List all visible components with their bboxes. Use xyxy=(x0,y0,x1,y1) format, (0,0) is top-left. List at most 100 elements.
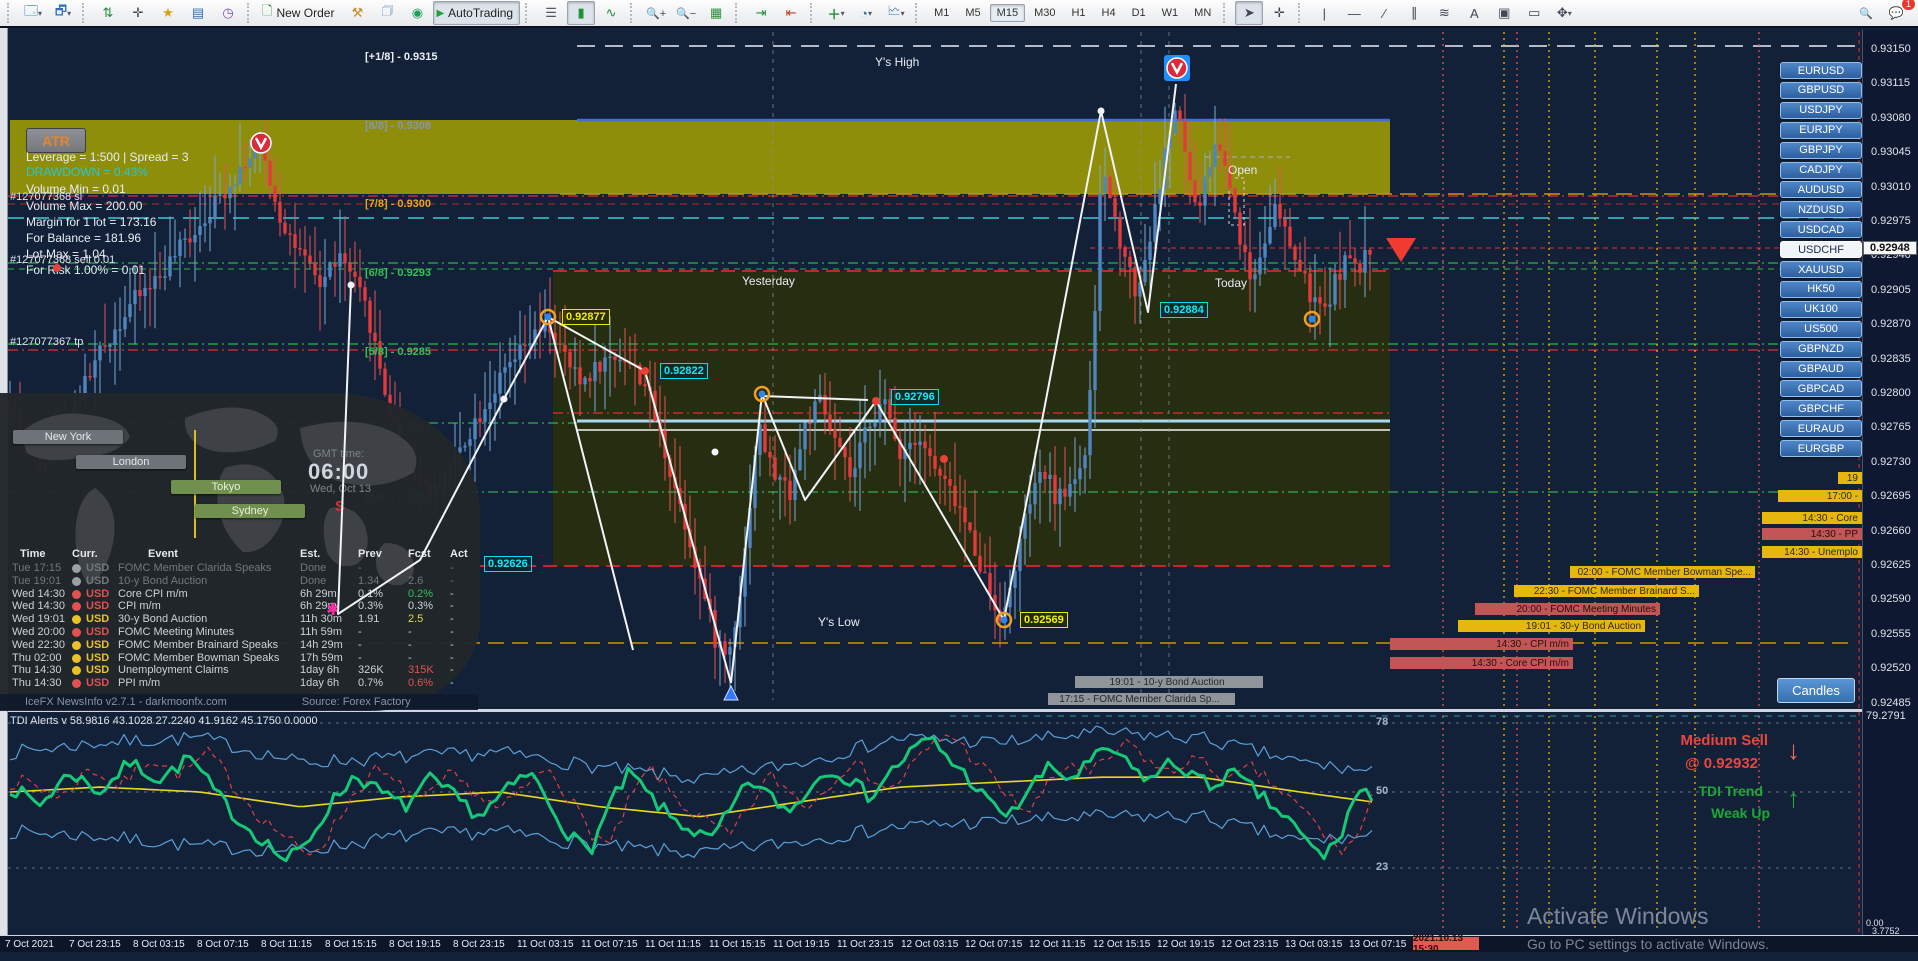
channel-tool[interactable]: ∥ xyxy=(1400,1,1428,25)
symbol-button-eurgbp[interactable]: EURGBP xyxy=(1780,440,1862,458)
bar-chart-button[interactable]: ☰ xyxy=(537,1,565,25)
symbol-button-uk100[interactable]: UK100 xyxy=(1780,300,1862,318)
vertical-line-tool[interactable]: | xyxy=(1310,1,1338,25)
toolbar-grip[interactable] xyxy=(525,3,532,23)
timeframe-m1[interactable]: M1 xyxy=(934,7,950,19)
impact-dot-gray xyxy=(72,576,81,586)
news-row[interactable]: Wed 22:30 USD FOMC Member Brainard Speaks 1… xyxy=(0,639,478,651)
news-row[interactable]: Tue 17:15 USD FOMC Member Clarida Speaks Do… xyxy=(0,562,478,574)
strategy-tester-button[interactable]: ◷ xyxy=(214,1,242,25)
timeframe-m15[interactable]: M15 xyxy=(989,4,1026,22)
zoom-out-button[interactable]: 🔍− xyxy=(672,1,700,25)
atr-button[interactable]: ATR xyxy=(26,128,86,153)
periods-button[interactable]: ◔ ▾ xyxy=(852,1,880,25)
timeframe-h1[interactable]: H1 xyxy=(1071,7,1086,19)
timeframe-d1[interactable]: D1 xyxy=(1131,7,1146,19)
symbol-button-nzdusd[interactable]: NZDUSD xyxy=(1780,201,1862,219)
news-row[interactable]: Wed 14:30 USD Core CPI m/m 6h 29m 0.1% 0.2% - xyxy=(0,588,478,600)
toolbar-grip[interactable] xyxy=(915,3,922,23)
symbol-button-usdcad[interactable]: USDCAD xyxy=(1780,221,1862,239)
fibonacci-tool[interactable]: ≋ xyxy=(1430,1,1458,25)
arrows-tool[interactable]: ✥ ▾ xyxy=(1550,1,1578,25)
new-order-button[interactable]: 🗋 New Order xyxy=(259,1,341,25)
autotrading-button[interactable]: ▶ AutoTrading xyxy=(433,1,521,25)
toolbar-grip[interactable] xyxy=(1223,3,1230,23)
indicators-button[interactable]: ＋ ▾ xyxy=(822,1,850,25)
market-watch-button[interactable]: ⇅ xyxy=(94,1,122,25)
symbol-button-gbpchf[interactable]: GBPCHF xyxy=(1780,400,1862,418)
cursor-tool-button[interactable]: ➤ xyxy=(1235,1,1264,25)
zoom-in-button[interactable]: 🔍+ xyxy=(642,1,670,25)
new-chart-button[interactable]: 🗔 ▾ xyxy=(19,1,47,25)
toolbar-grip[interactable] xyxy=(1298,3,1305,23)
symbol-button-euraud[interactable]: EURAUD xyxy=(1780,420,1862,438)
chart-shift-button[interactable]: ⇤ xyxy=(777,1,805,25)
templates-button[interactable]: 🗠 ▾ xyxy=(882,1,910,25)
toolbar-grip[interactable] xyxy=(630,3,637,23)
horizontal-line-tool[interactable]: — xyxy=(1340,1,1368,25)
timeframe-h4[interactable]: H4 xyxy=(1101,7,1116,19)
timeframe-m30[interactable]: M30 xyxy=(1034,7,1056,19)
toolbar-grip[interactable] xyxy=(810,3,817,23)
time-axis-label: 12 Oct 15:15 xyxy=(1093,939,1151,950)
text-tool[interactable]: A xyxy=(1460,1,1488,25)
symbol-button-eurjpy[interactable]: EURJPY xyxy=(1780,121,1862,139)
symbol-button-gbpcad[interactable]: GBPCAD xyxy=(1780,380,1862,398)
depth-of-market-button[interactable]: 🗇 xyxy=(373,1,401,25)
time-axis-label: 11 Oct 07:15 xyxy=(581,939,638,950)
toolbar-grip[interactable] xyxy=(735,3,742,23)
news-cell: - xyxy=(408,651,412,664)
news-banner: 19:01 - 30-y Bond Auction xyxy=(1458,620,1645,632)
data-window-button[interactable]: ✛ xyxy=(124,1,152,25)
line-chart-button[interactable]: ∿ xyxy=(597,1,625,25)
timeframe-mn[interactable]: MN xyxy=(1194,7,1212,19)
news-row[interactable]: Wed 19:01 USD 30-y Bond Auction 11h 30m 1.91… xyxy=(0,613,478,625)
time-axis-label: 7 Oct 2021 xyxy=(5,939,54,950)
search-button[interactable]: 🔍 xyxy=(1852,1,1880,25)
timeframe-w1[interactable]: W1 xyxy=(1161,7,1179,19)
symbol-button-cadjpy[interactable]: CADJPY xyxy=(1780,161,1862,179)
profiles-button[interactable]: 🗗 ▾ xyxy=(49,1,77,25)
candlestick-chart-button[interactable]: ▮ xyxy=(567,1,596,25)
symbol-button-eurusd[interactable]: EURUSD xyxy=(1780,62,1862,79)
news-cell: 14h 29m xyxy=(300,638,343,651)
symbol-button-gbpusd[interactable]: GBPUSD xyxy=(1780,81,1862,99)
symbol-button-us500[interactable]: US500 xyxy=(1780,320,1862,338)
tdi-scale-bottom-a: 0.00 xyxy=(1866,918,1884,928)
navigator-button[interactable]: ★ xyxy=(154,1,182,25)
symbol-button-hk50[interactable]: HK50 xyxy=(1780,280,1862,298)
toolbar-grip[interactable] xyxy=(247,3,254,23)
price-scale[interactable]: 0.93150 0.93115 0.93080 0.93045 0.93010 0.929… xyxy=(1862,30,1918,935)
news-row[interactable]: Tue 19:01 USD 10-y Bond Auction Done 1.34 2.6… xyxy=(0,575,478,587)
symbol-button-gbpaud[interactable]: GBPAUD xyxy=(1780,360,1862,378)
candles-button[interactable]: Candles xyxy=(1777,678,1855,703)
news-row[interactable]: Thu 02:00 USD FOMC Member Bowman Speaks 17h… xyxy=(0,652,478,664)
timeframe-m5[interactable]: M5 xyxy=(965,7,981,19)
metaeditor-button[interactable]: ⚒ xyxy=(343,1,371,25)
auto-scroll-button[interactable]: ⇥ xyxy=(747,1,775,25)
symbol-button-gbpnzd[interactable]: GBPNZD xyxy=(1780,340,1862,358)
symbol-button-xauusd[interactable]: XAUUSD xyxy=(1780,261,1862,278)
tdi-trend-strength: Weak Up xyxy=(1711,805,1770,821)
news-row[interactable]: Thu 14:30 USD Unemployment Claims 1day 6h 32… xyxy=(0,664,478,676)
symbol-button-usdchf[interactable]: USDCHF xyxy=(1780,241,1862,259)
tile-windows-button[interactable]: ▦ xyxy=(702,1,730,25)
toolbar-grip[interactable] xyxy=(82,3,89,23)
toolbar-grip[interactable] xyxy=(7,3,14,23)
signals-button[interactable]: ◉ xyxy=(403,1,431,25)
symbol-button-gbpjpy[interactable]: GBPJPY xyxy=(1780,141,1862,159)
terminal-button[interactable]: ▤ xyxy=(184,1,212,25)
caret-icon: ▾ xyxy=(67,8,72,18)
text-label-tool[interactable]: ▣ xyxy=(1490,1,1518,25)
news-row[interactable]: Thu 14:30 USD PPI m/m 1day 6h 0.7% 0.6% - xyxy=(0,677,478,689)
chat-button[interactable]: 💬 1 xyxy=(1882,0,1915,25)
trendline-tool[interactable]: ∕ xyxy=(1370,1,1398,25)
symbol-button-usdjpy[interactable]: USDJPY xyxy=(1780,101,1862,119)
news-row[interactable]: Wed 20:00 USD FOMC Meeting Minutes 11h 59m -… xyxy=(0,626,478,638)
shapes-tool[interactable]: ▭ xyxy=(1520,1,1548,25)
crosshair-tool-button[interactable]: ✛ xyxy=(1265,1,1293,25)
sell-arrow-icon: ↓ xyxy=(1787,735,1800,765)
news-row[interactable]: Wed 14:30 USD CPI m/m 6h 29m 0.3% 0.3% - xyxy=(0,600,478,612)
symbol-button-audusd[interactable]: AUDUSD xyxy=(1780,181,1862,199)
price-tick: 0.92765 xyxy=(1871,421,1911,434)
